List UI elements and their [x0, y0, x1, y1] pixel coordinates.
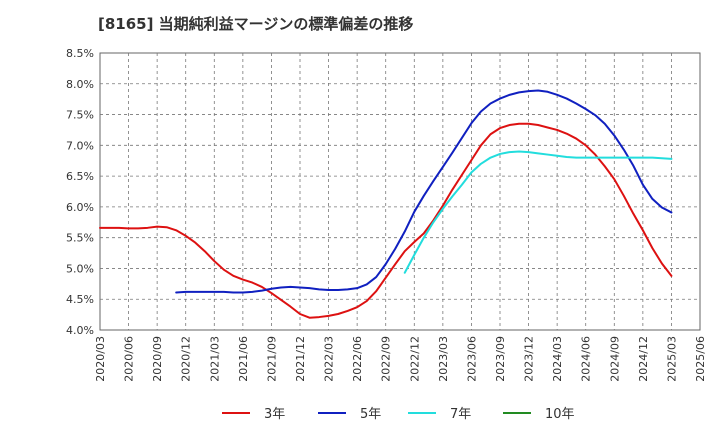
x-tick-label: 2022/09 — [380, 336, 393, 382]
x-tick-label: 2022/03 — [323, 336, 336, 382]
x-tick-label: 2023/12 — [523, 336, 536, 382]
x-tick-label: 2022/12 — [408, 336, 421, 382]
x-tick-label: 2025/03 — [665, 336, 678, 382]
y-tick-label: 8.5% — [66, 47, 94, 60]
legend-label: 7年 — [450, 407, 471, 422]
legend: 3年 5年 7年 10年 — [222, 407, 575, 422]
grid-layer — [99, 52, 701, 331]
legend-label: 10年 — [545, 407, 575, 422]
y-tick-label: 6.5% — [66, 170, 94, 183]
x-tick-label: 2021/12 — [294, 336, 307, 382]
y-tick-label: 8.0% — [66, 78, 94, 91]
y-tick-label: 7.0% — [66, 139, 94, 152]
y-tick-label: 7.5% — [66, 109, 94, 122]
x-tick-label: 2020/06 — [123, 336, 136, 382]
axis-layer: 4.0% 4.5% 5.0% 5.5% 6.0% 6.5% 7.0% 7.5% 8.0% 8.5%… — [66, 47, 707, 382]
x-tick-label: 2021/06 — [237, 336, 250, 382]
legend-label: 5年 — [360, 407, 381, 422]
x-tick-label: 2023/09 — [494, 336, 507, 382]
x-tick-label: 2021/03 — [208, 336, 221, 382]
y-tick-label: 6.0% — [66, 201, 94, 214]
series-line-3年 — [99, 122, 673, 319]
legend-label: 3年 — [264, 407, 285, 422]
x-tick-label: 2024/12 — [637, 336, 650, 382]
x-tick-label: 2020/09 — [151, 336, 164, 382]
x-tick-label: 2023/03 — [437, 336, 450, 382]
series-line-7年 — [403, 150, 673, 274]
chart-title: [8165] 当期純利益マージンの標準偏差の推移 — [98, 15, 414, 33]
x-tick-label: 2020/12 — [180, 336, 193, 382]
y-tick-label: 5.5% — [66, 232, 94, 245]
y-tick-label: 4.5% — [66, 293, 94, 306]
y-tick-label: 4.0% — [66, 324, 94, 337]
x-tick-label: 2021/09 — [265, 336, 278, 382]
x-tick-label: 2023/06 — [465, 336, 478, 382]
x-tick-label: 2024/09 — [608, 336, 621, 382]
x-tick-label: 2024/06 — [580, 336, 593, 382]
series-line-5年 — [175, 89, 673, 294]
series-layer — [99, 89, 673, 319]
x-tick-label: 2024/03 — [551, 336, 564, 382]
x-tick-label: 2020/03 — [94, 336, 107, 382]
x-tick-label: 2025/06 — [694, 336, 707, 382]
y-tick-label: 5.0% — [66, 262, 94, 275]
x-tick-label: 2022/06 — [351, 336, 364, 382]
plot-frame — [99, 52, 701, 331]
